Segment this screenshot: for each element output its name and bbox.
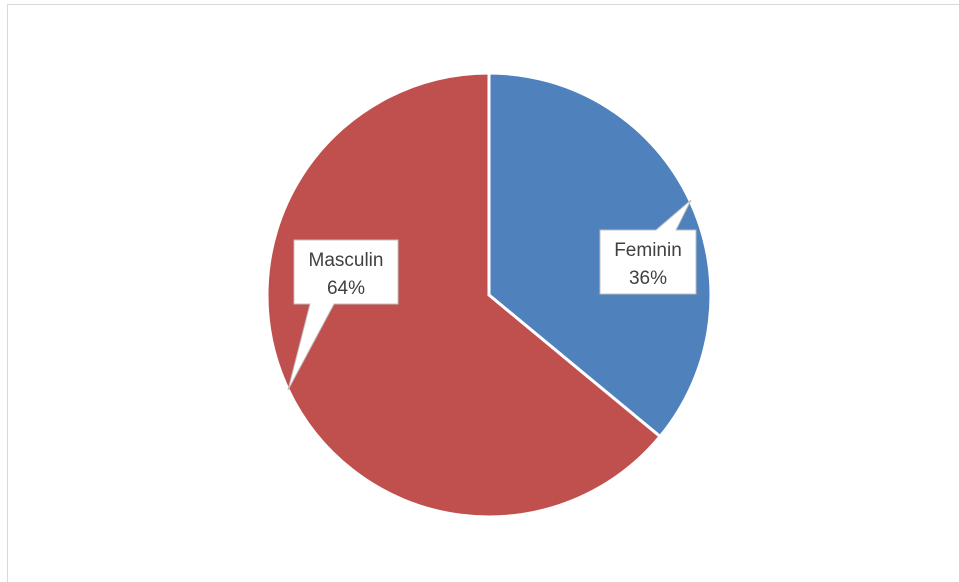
pie-data-labels: Feminin 36% Masculin 64% <box>287 199 697 391</box>
callout-box <box>599 199 697 295</box>
data-label-percent: 64% <box>327 278 365 299</box>
data-label-masculin: Masculin 64% <box>287 239 399 391</box>
data-label-feminin: Feminin 36% <box>599 199 697 295</box>
callout-box <box>287 239 399 391</box>
data-label-category: Feminin <box>614 240 682 261</box>
data-label-category: Masculin <box>309 250 384 271</box>
data-label-percent: 36% <box>629 268 667 289</box>
